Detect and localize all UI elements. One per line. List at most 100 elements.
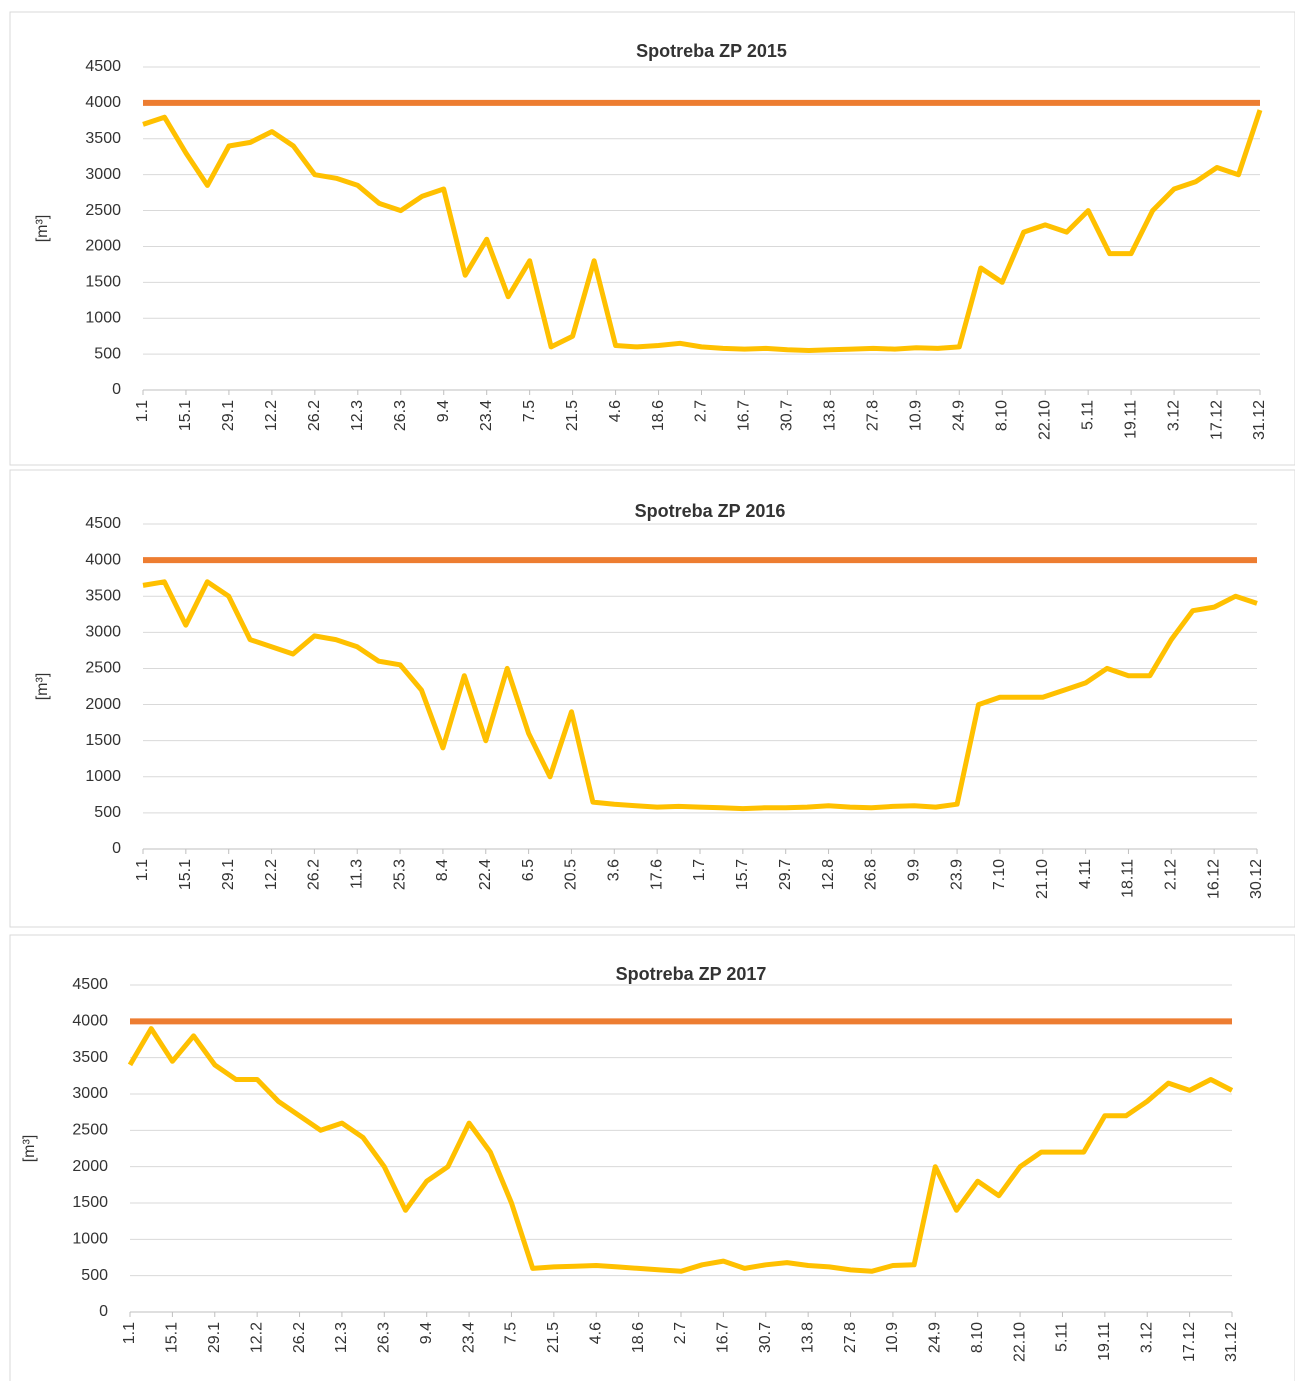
consumption-line: [142, 109, 1263, 353]
x-tick-label: 12.8: [820, 859, 837, 890]
y-tick-label: 2500: [85, 202, 121, 219]
x-tick-label: 24.9: [950, 400, 967, 431]
x-tick-label: 25.3: [391, 859, 408, 890]
x-tick-label: 23.9: [948, 859, 965, 890]
x-tick-label: 7.5: [503, 1322, 520, 1344]
x-tick-label: 21.10: [1034, 859, 1051, 899]
x-tick-label: 30.7: [779, 400, 796, 431]
x-tick-label: 9.4: [418, 1322, 435, 1344]
x-tick-label: 29.1: [206, 1322, 223, 1353]
panel: [9, 934, 1295, 1381]
x-tick-label: 22.4: [477, 859, 494, 890]
x-tick-label: 4.6: [587, 1322, 604, 1344]
y-tick-label: 4500: [85, 515, 121, 532]
consumption-line: [127, 1026, 1234, 1274]
x-tick-label: 3.12: [1165, 400, 1182, 431]
x-tick-label: 4.11: [1077, 859, 1094, 889]
consumption-line: [142, 579, 1258, 812]
x-tick-label: 17.6: [648, 859, 665, 890]
x-tick-label: 16.7: [736, 400, 753, 431]
x-tick-label: 31.12: [1251, 400, 1268, 440]
x-tick-label: 26.2: [306, 400, 323, 431]
x-tick-label: 6.5: [520, 859, 537, 881]
x-tick-label: 5.11: [1054, 1322, 1071, 1352]
y-tick-label: 4500: [85, 58, 121, 75]
x-tick-label: 26.2: [291, 1322, 308, 1353]
x-tick-label: 16.7: [715, 1322, 732, 1353]
x-tick-label: 15.1: [164, 1322, 181, 1353]
x-tick-label: 20.5: [563, 859, 580, 890]
y-tick-label: 4000: [85, 551, 121, 568]
y-tick-label: 2500: [85, 660, 121, 677]
x-tick-label: 22.10: [1036, 400, 1053, 440]
x-tick-label: 23.4: [460, 1322, 477, 1353]
x-tick-label: 10.9: [908, 400, 925, 431]
y-tick-label: 1500: [72, 1194, 108, 1211]
x-tick-label: 3.12: [1138, 1322, 1155, 1353]
y-tick-label: 500: [81, 1267, 108, 1284]
x-tick-label: 19.11: [1122, 400, 1139, 439]
x-tick-label: 26.8: [863, 859, 880, 890]
x-tick-label: 17.12: [1208, 400, 1225, 440]
x-tick-label: 11.3: [348, 859, 365, 889]
y-axis-label: [m³]: [21, 1135, 38, 1163]
x-tick-label: 2.7: [693, 400, 710, 422]
x-tick-label: 13.8: [822, 400, 839, 431]
y-tick-label: 3500: [72, 1049, 108, 1066]
y-tick-label: 0: [112, 840, 121, 857]
x-tick-label: 26.3: [376, 1322, 393, 1353]
x-tick-label: 1.1: [134, 400, 151, 422]
x-tick-label: 1.1: [121, 1322, 138, 1344]
y-tick-label: 4000: [72, 1013, 108, 1030]
chart-title: Spotreba ZP 2016: [635, 501, 786, 521]
y-tick-label: 1500: [85, 732, 121, 749]
y-tick-label: 2500: [72, 1122, 108, 1139]
x-tick-label: 27.8: [865, 400, 882, 431]
x-tick-label: 16.12: [1205, 859, 1222, 899]
x-tick-label: 29.1: [220, 859, 237, 890]
y-tick-label: 4000: [85, 94, 121, 111]
x-tick-label: 21.5: [564, 400, 581, 431]
x-tick-label: 22.10: [1011, 1322, 1028, 1362]
x-tick-label: 29.7: [777, 859, 794, 890]
x-tick-label: 21.5: [545, 1322, 562, 1353]
x-tick-label: 7.10: [991, 859, 1008, 890]
y-tick-label: 0: [99, 1303, 108, 1320]
x-tick-label: 15.1: [177, 400, 194, 431]
y-tick-label: 1000: [85, 309, 121, 326]
x-tick-label: 23.4: [478, 400, 495, 431]
chart-title: Spotreba ZP 2015: [636, 41, 787, 61]
x-tick-label: 1.7: [691, 859, 708, 881]
x-tick-label: 13.8: [799, 1322, 816, 1353]
x-tick-label: 18.6: [630, 1322, 647, 1353]
x-tick-label: 18.11: [1120, 859, 1137, 898]
x-tick-label: 19.11: [1096, 1322, 1113, 1361]
x-tick-label: 29.1: [220, 400, 237, 431]
x-tick-label: 4.6: [607, 400, 624, 422]
y-axis-label: [m³]: [34, 215, 51, 243]
y-tick-label: 1000: [85, 768, 121, 785]
x-tick-label: 26.3: [392, 400, 409, 431]
x-tick-label: 15.7: [734, 859, 751, 890]
x-tick-label: 24.9: [927, 1322, 944, 1353]
x-tick-label: 8.10: [969, 1322, 986, 1353]
x-tick-label: 12.2: [263, 400, 280, 431]
x-tick-label: 27.8: [842, 1322, 859, 1353]
x-tick-label: 9.9: [905, 859, 922, 881]
x-tick-label: 9.4: [435, 400, 452, 422]
y-axis-label: [m³]: [34, 673, 51, 701]
x-tick-label: 17.12: [1181, 1322, 1198, 1362]
chart-title: Spotreba ZP 2017: [616, 964, 767, 984]
y-tick-label: 3000: [85, 624, 121, 641]
y-tick-label: 3000: [85, 166, 121, 183]
x-tick-label: 1.1: [134, 859, 151, 881]
x-tick-label: 10.9: [884, 1322, 901, 1353]
y-tick-label: 2000: [85, 238, 121, 255]
y-tick-label: 1000: [72, 1231, 108, 1248]
x-tick-label: 8.4: [434, 859, 451, 881]
x-tick-label: 12.2: [263, 859, 280, 890]
y-tick-label: 1500: [85, 274, 121, 291]
x-tick-label: 12.2: [248, 1322, 265, 1353]
x-tick-label: 12.3: [349, 400, 366, 431]
y-tick-label: 3500: [85, 587, 121, 604]
